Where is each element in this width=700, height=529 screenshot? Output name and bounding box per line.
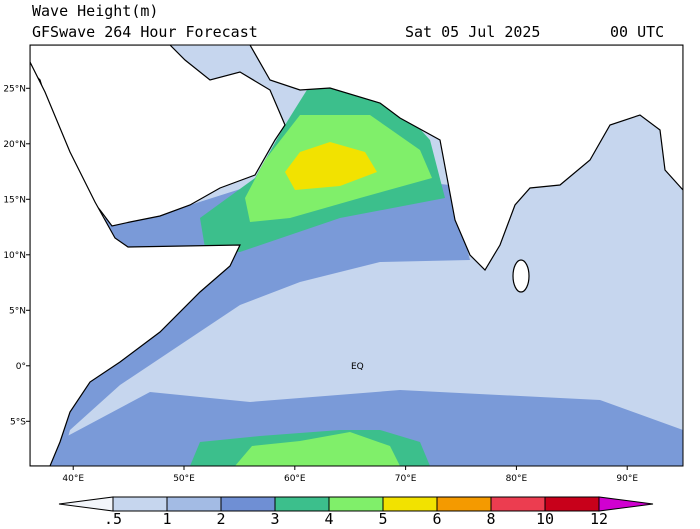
colorbar-box xyxy=(112,496,168,512)
colorbar-label: 2 xyxy=(216,510,225,525)
map-frame xyxy=(29,44,684,467)
lat-tick-label: 20°N xyxy=(3,140,26,150)
colorbar-label: 6 xyxy=(432,510,441,525)
colorbar-label: 1 xyxy=(162,510,171,525)
map-field xyxy=(30,45,683,466)
colorbar-box xyxy=(166,496,222,512)
colorbar-low xyxy=(58,496,114,512)
colorbar-box xyxy=(490,496,546,512)
lat-tick-label: 0° xyxy=(16,362,26,372)
colorbar-label: 10 xyxy=(536,510,554,525)
colorbar-high xyxy=(598,496,654,512)
date: Sat 05 Jul 2025 xyxy=(405,23,540,41)
colorbar-box xyxy=(220,496,276,512)
colorbar-label: 4 xyxy=(324,510,333,525)
lon-tick-label: 40°E xyxy=(62,474,84,484)
lon-tick-label: 60°E xyxy=(284,474,306,484)
lat-tick-label: 5°N xyxy=(9,306,26,316)
lat-tick-label: 5°S xyxy=(10,417,26,427)
colorbar-label: 8 xyxy=(486,510,495,525)
lon-tick-label: 50°E xyxy=(173,474,195,484)
equator-label: EQ xyxy=(351,362,364,372)
colorbar: .5 1 2 3 4 5 6 8 10 12 xyxy=(58,496,654,528)
colorbar-box xyxy=(544,496,600,512)
colorbar-box xyxy=(382,496,438,512)
colorbar-label: 5 xyxy=(378,510,387,525)
colorbar-box xyxy=(436,496,492,512)
colorbar-box xyxy=(274,496,330,512)
lat-tick-label: 10°N xyxy=(3,251,26,261)
lat-tick-label: 15°N xyxy=(3,195,26,205)
time: 00 UTC xyxy=(610,23,664,41)
title: Wave Height(m) xyxy=(32,2,158,20)
colorbar-label: .5 xyxy=(104,510,122,525)
ticks: 40°E 50°E 60°E 70°E 80°E 90°E 25°N 20°N 15°N 10°N… xyxy=(3,84,638,484)
lon-tick-label: 80°E xyxy=(506,474,528,484)
subtitle: GFSwave 264 Hour Forecast xyxy=(32,23,258,41)
lon-tick-label: 90°E xyxy=(616,474,638,484)
colorbar-box xyxy=(328,496,384,512)
lon-tick-label: 70°E xyxy=(395,474,417,484)
colorbar-label: 3 xyxy=(270,510,279,525)
colorbar-label: 12 xyxy=(590,510,608,525)
lat-tick-label: 25°N xyxy=(3,84,26,94)
